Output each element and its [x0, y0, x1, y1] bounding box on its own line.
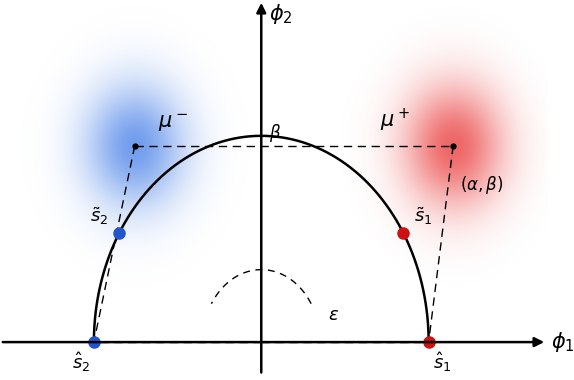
Text: $\tilde{s}_2$: $\tilde{s}_2$	[91, 205, 108, 227]
Text: $(\alpha,\beta)$: $(\alpha,\beta)$	[460, 174, 503, 196]
Text: $\phi_2$: $\phi_2$	[269, 2, 293, 26]
Text: $\hat{s}_1$: $\hat{s}_1$	[433, 350, 451, 374]
Text: $\epsilon$: $\epsilon$	[328, 306, 339, 324]
Text: $\tilde{s}_1$: $\tilde{s}_1$	[414, 205, 432, 227]
Text: $\mu^+$: $\mu^+$	[379, 106, 410, 134]
Text: $\phi_1$: $\phi_1$	[551, 330, 574, 354]
Text: $\beta$: $\beta$	[269, 122, 281, 144]
Text: $\mu^-$: $\mu^-$	[158, 112, 188, 134]
Text: $\hat{s}_2$: $\hat{s}_2$	[72, 350, 90, 374]
